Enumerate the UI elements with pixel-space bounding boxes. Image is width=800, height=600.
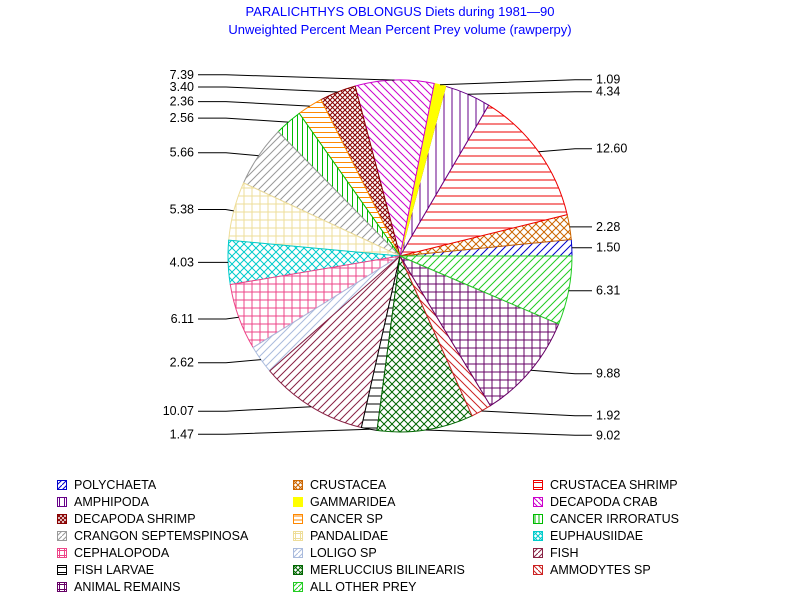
pie-slices [227, 79, 573, 433]
data-label-crustacea-shrimp: 12.60 [596, 142, 627, 156]
legend-label: ANIMAL REMAINS [74, 580, 181, 594]
legend-label: CRUSTACEA [310, 478, 387, 492]
data-label-amphipoda: 4.34 [596, 85, 620, 99]
legend-swatch-cancer-irroratus [533, 514, 543, 524]
legend-label: FISH LARVAE [74, 563, 155, 577]
data-label-crangon-septemspinosa: 5.66 [170, 146, 194, 160]
legend-label: AMPHIPODA [74, 495, 150, 509]
data-label-fish: 10.07 [163, 404, 194, 418]
pie-slice-animal-remains [398, 254, 560, 407]
legend-label: CRANGON SEPTEMSPINOSA [74, 529, 249, 543]
legend-swatch-decapoda-shrimp [57, 514, 67, 524]
leader-line-cancer-irroratus [198, 117, 289, 123]
legend-label: DECAPODA SHRIMP [74, 512, 196, 526]
data-label-animal-remains: 9.88 [596, 367, 620, 381]
legend-label: POLYCHAETA [74, 478, 157, 492]
data-label-cancer-sp: 2.36 [170, 95, 194, 109]
chart-title: PARALICHTHYS OBLONGUS Diets during 1981—… [245, 4, 555, 19]
legend-label: DECAPODA CRAB [550, 495, 658, 509]
leader-line-fish-larvae [198, 428, 370, 435]
legend-swatch-crustacea-shrimp [533, 480, 543, 490]
pie-data-labels: 1.094.34 12.60 2.28 1.50 6.31 9.88 1.92 9.02 7.3… [163, 68, 628, 442]
data-label-decapoda-shrimp: 3.40 [170, 80, 194, 94]
legend-swatch-ammodytes-sp [533, 565, 543, 575]
legend-label: GAMMARIDEA [310, 495, 396, 509]
leader-line-decapoda-shrimp [198, 86, 338, 93]
data-label-ammodytes-sp: 1.92 [596, 409, 620, 423]
legend-swatch-merluccius-bilinearis [293, 565, 303, 575]
legend-swatch-euphausiidae [533, 531, 543, 541]
chart-subtitle: Unweighted Percent Mean Percent Prey vol… [228, 22, 572, 37]
data-label-pandalidae: 5.38 [170, 203, 194, 217]
legend-swatch-all-other-prey [293, 582, 303, 592]
legend-swatch-pandalidae [293, 531, 303, 541]
legend-label: MERLUCCIUS BILINEARIS [310, 563, 465, 577]
legend-swatch-crustacea [293, 480, 303, 490]
legend-label: FISH [550, 546, 579, 560]
legend-label: EUPHAUSIIDAE [550, 529, 644, 543]
leader-line-amphipoda [467, 91, 592, 95]
pie-slice-fish [269, 254, 401, 429]
pie-slice-all-other-prey [399, 255, 573, 325]
legend-label: CEPHALOPODA [74, 546, 170, 560]
legend-swatch-gammaridea [293, 497, 303, 507]
legend-swatch-loligo-sp [293, 548, 303, 558]
leader-line-cephalopoda [198, 316, 239, 320]
leader-line-merluccius-bilinearis [425, 429, 592, 436]
leader-line-pandalidae [198, 209, 234, 212]
data-label-gammaridea: 1.09 [596, 73, 620, 87]
legend-swatch-amphipoda [57, 497, 67, 507]
data-label-polychaeta: 1.50 [596, 241, 620, 255]
leader-line-animal-remains [530, 369, 592, 375]
data-label-cephalopoda: 6.11 [171, 312, 194, 326]
leader-line-fish [198, 406, 312, 412]
leader-line-decapoda-crab [198, 74, 395, 81]
legend-label: CRUSTACEA SHRIMP [550, 478, 678, 492]
data-label-fish-larvae: 1.47 [170, 427, 194, 441]
data-label-all-other-prey: 6.31 [596, 284, 620, 298]
legend-label: CANCER SP [310, 512, 383, 526]
leader-line-ammodytes-sp [481, 410, 592, 417]
legend-label: CANCER IRRORATUS [550, 512, 679, 526]
legend-swatch-crangon-septemspinosa [57, 531, 67, 541]
data-label-merluccius-bilinearis: 9.02 [596, 428, 620, 442]
pie-chart: 1.094.34 12.60 2.28 1.50 6.31 9.88 1.92 9.02 7.3… [163, 68, 628, 442]
legend-swatch-decapoda-crab [533, 497, 543, 507]
leader-line-gammaridea [439, 79, 592, 86]
legend-label: AMMODYTES SP [550, 563, 651, 577]
pie-leader-lines [198, 74, 592, 436]
data-label-loligo-sp: 2.62 [170, 356, 194, 370]
legend-label: LOLIGO SP [310, 546, 377, 560]
legend-swatch-fish-larvae [57, 565, 67, 575]
leader-line-crustacea-shrimp [538, 148, 592, 153]
legend-swatch-cephalopoda [57, 548, 67, 558]
leader-line-crangon-septemspinosa [198, 152, 259, 157]
legend-label: ALL OTHER PREY [310, 580, 417, 594]
legend-swatch-polychaeta [57, 480, 67, 490]
data-label-decapoda-crab: 7.39 [170, 68, 194, 82]
legend-swatch-animal-remains [57, 582, 67, 592]
legend-swatch-fish [533, 548, 543, 558]
leader-line-loligo-sp [198, 359, 262, 364]
leader-line-cancer-sp [198, 101, 310, 107]
data-label-cancer-irroratus: 2.56 [170, 111, 194, 125]
legend-label: PANDALIDAE [310, 529, 389, 543]
legend-swatch-cancer-sp [293, 514, 303, 524]
data-label-euphausiidae: 4.03 [170, 255, 194, 269]
data-label-crustacea: 2.28 [596, 220, 620, 234]
pie-slice-crustacea-shrimp [398, 104, 568, 257]
